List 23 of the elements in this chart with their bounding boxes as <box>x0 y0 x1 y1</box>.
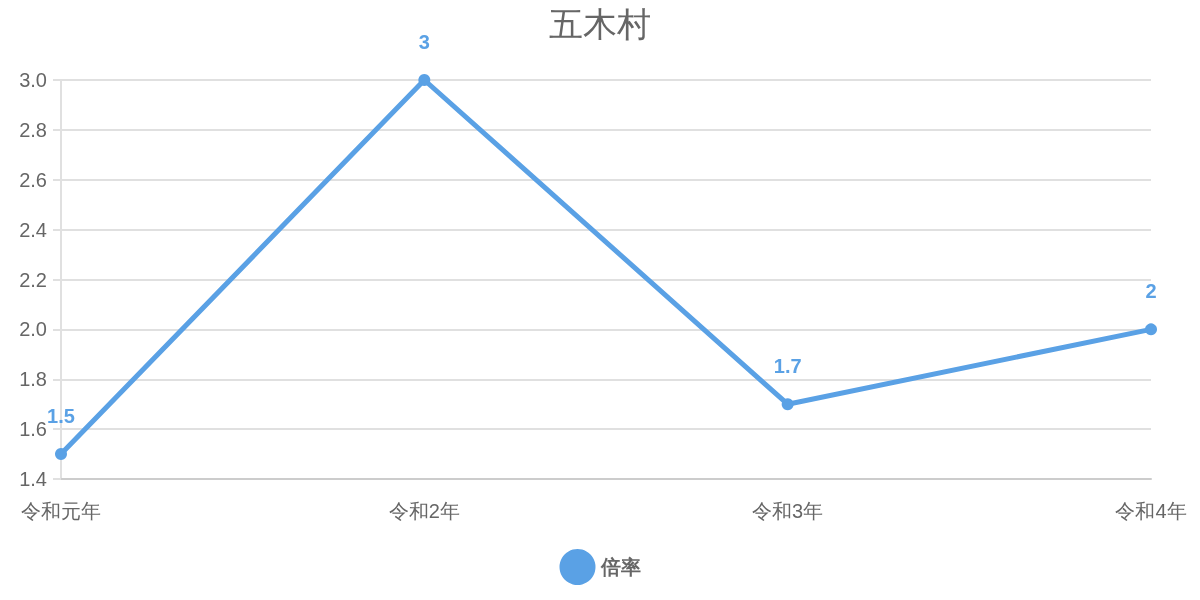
y-tick-label: 2.4 <box>19 218 47 241</box>
y-tick-label: 3.0 <box>19 69 47 91</box>
y-tick-label: 1.4 <box>19 468 47 490</box>
x-tick-label: 令和4年 <box>1115 500 1187 522</box>
y-tick-label: 1.8 <box>19 368 47 391</box>
point <box>781 398 794 411</box>
data-label: 1.5 <box>47 405 75 428</box>
x-tick-label: 令和2年 <box>388 500 460 522</box>
y-tick-label: 2.8 <box>19 118 47 141</box>
point <box>418 74 431 86</box>
point <box>55 448 67 461</box>
y-tick-label: 1.6 <box>19 418 47 441</box>
x-tick-label: 令和3年 <box>752 500 824 522</box>
data-label: 3 <box>418 31 430 53</box>
legend-label: 倍率 <box>599 556 641 578</box>
chart-title: 五木村 <box>549 5 651 43</box>
data-label: 1.7 <box>773 355 802 378</box>
point <box>1145 323 1157 336</box>
x-tick-label: 令和元年 <box>21 500 101 522</box>
y-tick-label: 2.2 <box>19 268 47 291</box>
y-tick-label: 2.6 <box>19 168 47 191</box>
y-tick-label: 2.0 <box>19 318 47 341</box>
data-label: 2 <box>1145 280 1157 303</box>
